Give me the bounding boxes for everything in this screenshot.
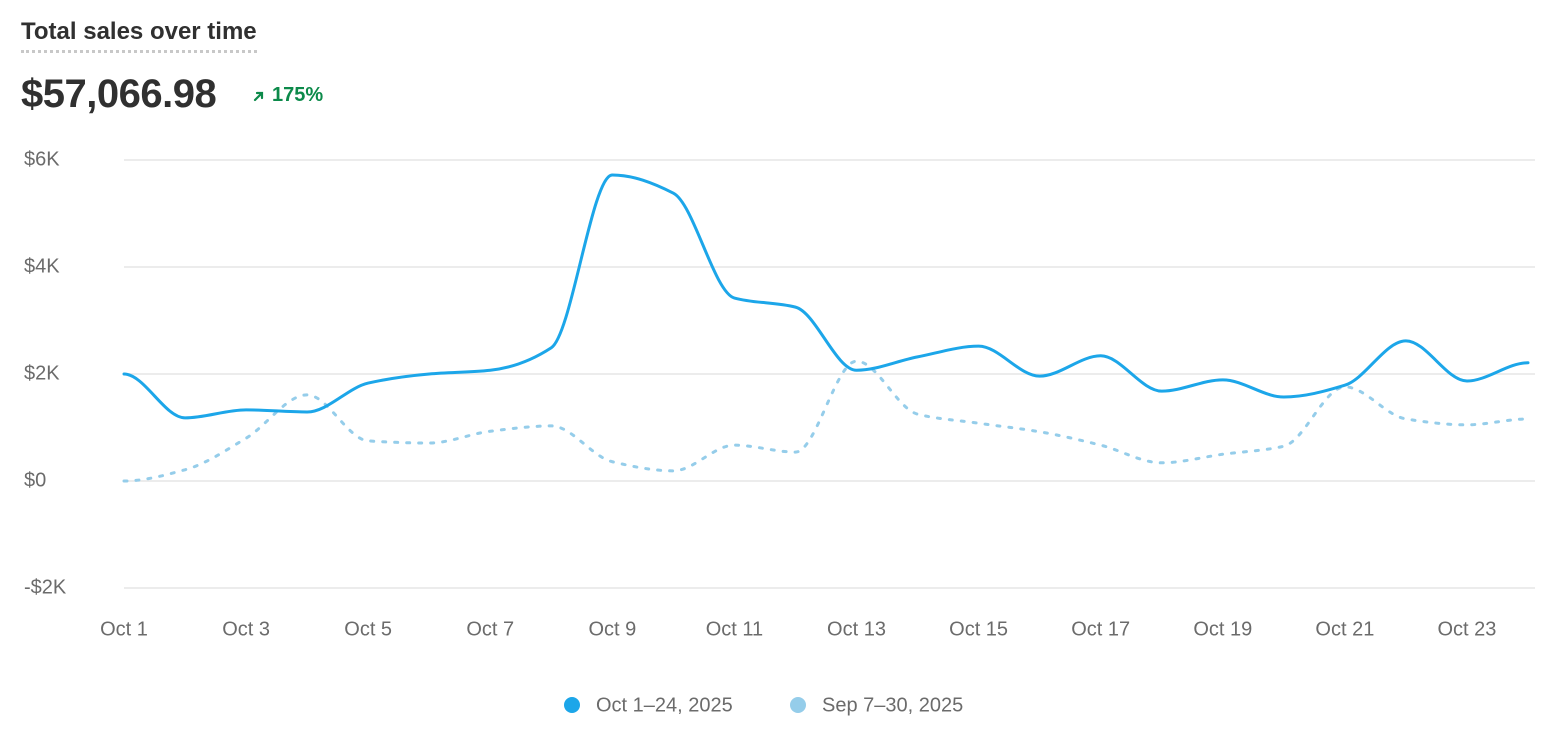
x-tick-label: Oct 21	[1315, 618, 1374, 640]
x-tick-label: Oct 17	[1071, 618, 1130, 640]
y-tick-label: $2K	[24, 362, 60, 384]
legend-swatch	[564, 697, 580, 713]
x-tick-label: Oct 13	[827, 618, 886, 640]
x-tick-label: Oct 5	[344, 618, 392, 640]
up-arrow-icon	[253, 91, 264, 101]
x-tick-label: Oct 3	[222, 618, 270, 640]
legend-label[interactable]: Oct 1–24, 2025	[596, 694, 733, 716]
y-tick-label: -$2K	[24, 576, 67, 598]
series-line	[122, 359, 1530, 483]
total-value: $57,066.98	[21, 72, 217, 116]
change-percent: 175%	[272, 84, 324, 106]
x-tick-label: Oct 19	[1193, 618, 1252, 640]
x-tick-label: Oct 11	[706, 618, 763, 640]
x-tick-label: Oct 23	[1437, 618, 1496, 640]
legend-swatch	[790, 697, 806, 713]
y-tick-label: $4K	[24, 255, 60, 277]
x-tick-label: Oct 7	[466, 618, 514, 640]
x-tick-label: Oct 1	[100, 618, 148, 640]
series-line	[122, 173, 1530, 420]
change-indicator: 175%	[252, 84, 323, 107]
card-title[interactable]: Total sales over time	[21, 18, 257, 53]
y-tick-label: $0	[24, 469, 46, 491]
y-tick-label: $6K	[24, 148, 60, 170]
x-tick-label: Oct 15	[949, 618, 1008, 640]
x-tick-label: Oct 9	[588, 618, 636, 640]
legend-label[interactable]: Sep 7–30, 2025	[822, 694, 963, 716]
